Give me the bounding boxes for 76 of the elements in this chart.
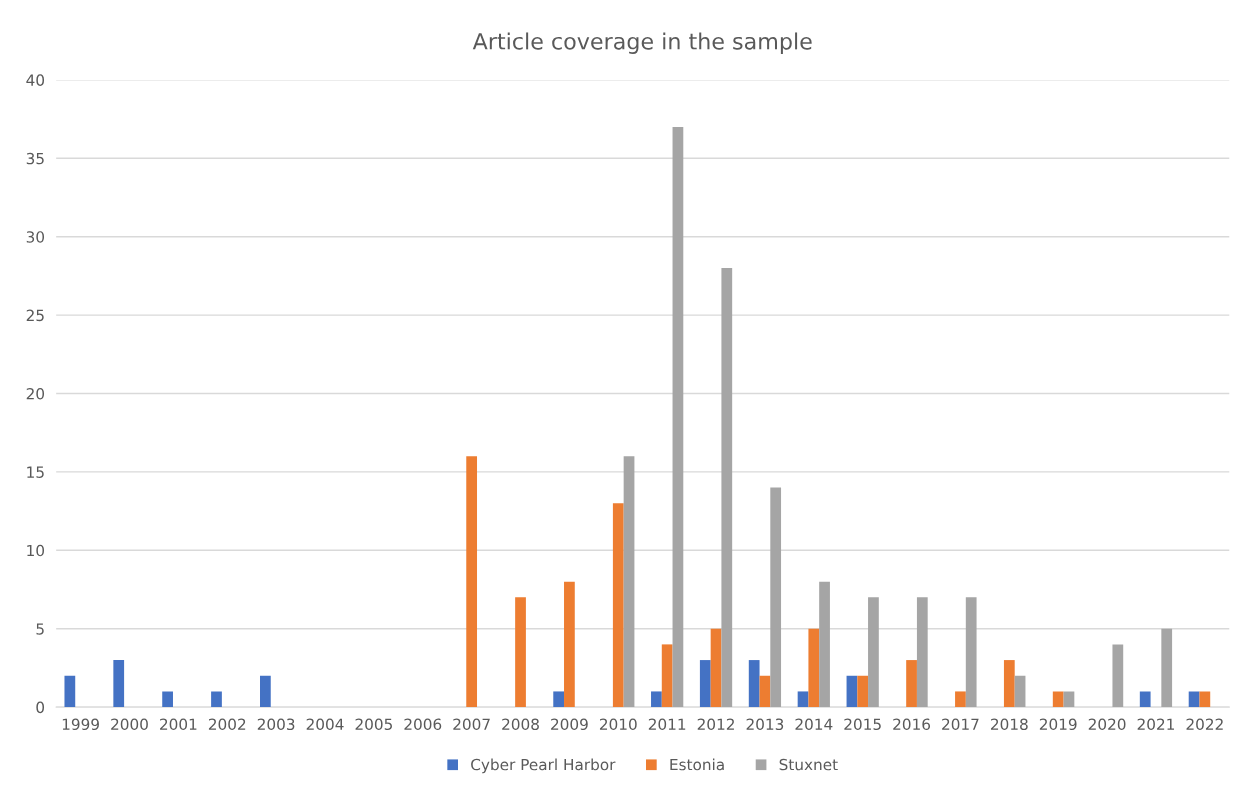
- bar: [1188, 691, 1200, 708]
- bar: [770, 487, 782, 708]
- chart-title: Article coverage in the sample: [472, 32, 812, 54]
- x-tick-label: 2016: [893, 718, 931, 731]
- x-tick-label: 2017: [942, 718, 979, 731]
- bar: [857, 675, 869, 708]
- x-tick-label: 2010: [599, 718, 637, 731]
- x-tick-label: 2011: [648, 718, 686, 731]
- bar: [1003, 660, 1015, 708]
- bar: [672, 126, 684, 708]
- bar: [1014, 675, 1026, 708]
- bar: [113, 660, 125, 708]
- y-tick-label: 25: [26, 309, 44, 322]
- legend-label: Cyber Pearl Harbor: [471, 758, 616, 774]
- x-tick-label: 2014: [795, 718, 833, 731]
- x-tick-label: 2012: [697, 718, 734, 731]
- x-tick-label: 2007: [453, 718, 490, 731]
- bar: [553, 691, 565, 708]
- y-tick-label: 15: [27, 466, 44, 478]
- bar: [1139, 691, 1151, 708]
- x-tick-label: 2002: [208, 718, 246, 731]
- y-tick-label: 40: [26, 74, 45, 86]
- x-tick-label: 2020: [1088, 718, 1126, 731]
- bar: [515, 597, 526, 708]
- bar: [965, 597, 977, 708]
- y-tick-label: 20: [26, 387, 45, 400]
- bar: [1052, 691, 1064, 708]
- x-tick-label: 2022: [1186, 718, 1223, 731]
- bar: [1112, 644, 1124, 708]
- bar: [797, 691, 809, 708]
- bar: [748, 660, 760, 708]
- bar: [916, 597, 928, 708]
- x-tick-label: 2001: [160, 718, 197, 731]
- bar: [466, 456, 478, 708]
- legend-label: Stuxnet: [779, 758, 838, 771]
- y-tick-label: 0: [36, 701, 45, 714]
- bar: [808, 628, 820, 708]
- x-tick-label: 2013: [746, 718, 784, 731]
- bar: [564, 581, 575, 708]
- x-tick-label: 1999: [62, 718, 99, 731]
- x-tick-label: 2005: [355, 718, 392, 731]
- bar: [699, 660, 711, 708]
- bar: [721, 268, 733, 708]
- x-tick-label: 2019: [1039, 718, 1077, 731]
- y-tick-label: 35: [26, 152, 44, 165]
- y-tick-label: 30: [26, 231, 45, 243]
- y-tick-label: 10: [27, 544, 45, 557]
- bar: [661, 644, 673, 708]
- x-tick-label: 2004: [306, 718, 344, 731]
- y-tick-label: 5: [36, 623, 44, 635]
- bar: [259, 675, 271, 708]
- bar: [710, 628, 722, 708]
- bar: [955, 691, 966, 708]
- legend-label: Estonia: [670, 758, 724, 771]
- x-tick-label: 2009: [551, 718, 588, 731]
- bar: [162, 691, 173, 708]
- bar: [759, 675, 771, 708]
- bar: [819, 581, 830, 708]
- x-tick-label: 2003: [257, 718, 295, 731]
- bar: [612, 503, 624, 708]
- bar: [868, 597, 879, 708]
- bar: [1199, 691, 1211, 708]
- bar: [846, 675, 858, 708]
- x-tick-label: 2015: [844, 718, 881, 731]
- x-tick-label: 2006: [404, 718, 442, 731]
- x-tick-label: 2021: [1137, 718, 1174, 731]
- x-tick-label: 2000: [111, 718, 148, 731]
- x-tick-label: 2008: [502, 718, 539, 731]
- bar: [906, 660, 917, 708]
- bar: [1161, 628, 1173, 708]
- bar: [623, 456, 635, 708]
- bar: [64, 675, 76, 708]
- bar: [211, 691, 222, 708]
- bar: [651, 691, 662, 708]
- x-tick-label: 2018: [991, 718, 1028, 731]
- bar: [1063, 691, 1075, 708]
